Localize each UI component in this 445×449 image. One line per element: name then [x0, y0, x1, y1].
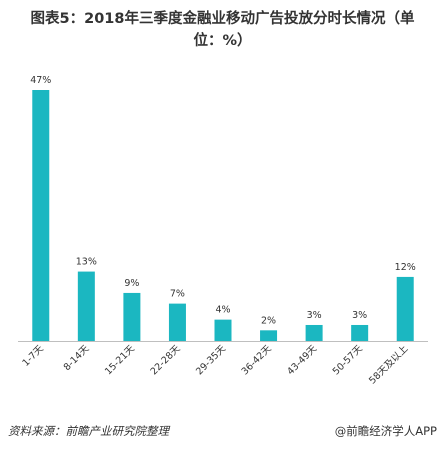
x-tick-label-7: 43-49天: [285, 343, 319, 377]
data-label-8: 3%: [352, 310, 367, 321]
data-label-7: 3%: [307, 310, 322, 321]
bar-1: [32, 90, 50, 341]
chart-title-line2: 位：%）: [193, 33, 252, 49]
x-tick-label-6: 36-42天: [240, 343, 274, 377]
bar-6: [260, 330, 278, 341]
data-label-6: 2%: [261, 315, 276, 326]
chart-title-line1: 图表5：2018年三季度金融业移动广告投放分时长情况（单: [30, 11, 415, 27]
data-label-5: 4%: [215, 305, 230, 316]
data-label-1: 47%: [30, 75, 51, 86]
data-label-4: 7%: [170, 289, 185, 300]
data-label-2: 13%: [76, 257, 97, 268]
bar-2: [77, 271, 95, 341]
chart-title: 图表5：2018年三季度金融业移动广告投放分时长情况（单 位：%）: [0, 8, 445, 52]
source-note: 资料来源：前瞻产业研究院整理: [8, 424, 169, 438]
x-tick-label-1: 1-7天: [20, 343, 46, 369]
data-label-3: 9%: [124, 278, 139, 289]
x-tick-label-4: 22-28天: [149, 343, 183, 377]
x-tick-label-8: 50-57天: [331, 343, 365, 377]
bar-8: [351, 324, 369, 341]
bar-5: [214, 319, 232, 341]
x-tick-label-3: 15-21天: [103, 343, 137, 377]
x-tick-label-9: 58天及以上: [367, 343, 411, 387]
bar-4: [168, 303, 186, 341]
bar-7: [305, 324, 323, 341]
x-tick-label-5: 29-35天: [194, 343, 228, 377]
bar-9: [396, 276, 414, 341]
x-tick-label-2: 8-14天: [62, 343, 92, 373]
data-label-9: 12%: [395, 262, 416, 273]
bar-3: [123, 292, 141, 341]
brand-watermark: @前瞻经济学人APP: [334, 424, 437, 438]
